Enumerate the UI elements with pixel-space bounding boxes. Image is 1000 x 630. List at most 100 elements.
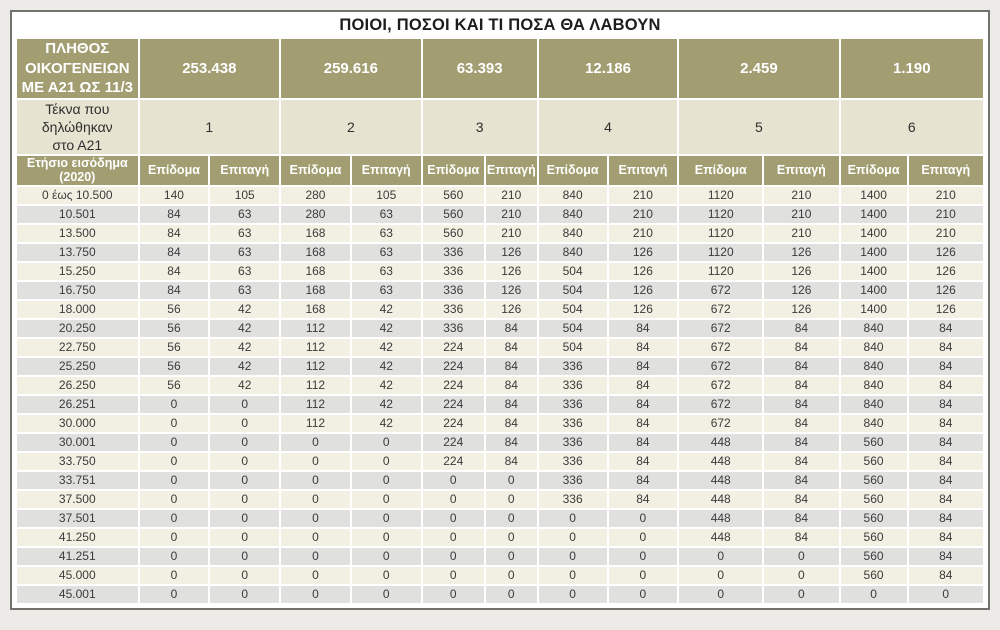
table-row: 37.500 0 0 0 0 0 0 336 84 448 84 560 84 <box>17 490 983 508</box>
value-cell: 84 <box>764 433 839 451</box>
value-cell: 0 <box>351 547 421 565</box>
table-row: 10.501 84 63 280 63 560 210 840 210 1120 210 1400 21… <box>17 205 983 223</box>
value-cell: 0 <box>538 509 607 527</box>
value-cell: 84 <box>139 205 209 223</box>
value-cell: 0 <box>210 585 280 603</box>
value-cell: 560 <box>840 509 907 527</box>
value-cell: 0 <box>351 528 421 546</box>
value-cell: 84 <box>908 319 983 337</box>
value-cell: 126 <box>608 300 678 318</box>
value-cell: 42 <box>351 357 421 375</box>
value-cell: 105 <box>210 186 280 204</box>
value-cell: 0 <box>281 490 350 508</box>
value-cell: 0 <box>281 433 350 451</box>
value-cell: 224 <box>422 433 484 451</box>
value-cell: 0 <box>351 452 421 470</box>
value-cell: 0 <box>485 509 537 527</box>
value-cell: 0 <box>351 471 421 489</box>
value-cell: 210 <box>908 186 983 204</box>
children-count-cell: 2 <box>281 99 421 155</box>
value-cell: 504 <box>538 281 607 299</box>
value-cell: 210 <box>485 186 537 204</box>
income-cell: 16.750 <box>17 281 138 299</box>
value-cell: 0 <box>908 585 983 603</box>
value-cell: 84 <box>485 357 537 375</box>
value-cell: 336 <box>422 262 484 280</box>
value-cell: 84 <box>485 452 537 470</box>
value-cell: 1400 <box>840 300 907 318</box>
value-cell: 0 <box>485 471 537 489</box>
value-cell: 42 <box>351 338 421 356</box>
value-cell: 224 <box>422 414 484 432</box>
value-cell: 0 <box>351 433 421 451</box>
value-cell: 84 <box>908 471 983 489</box>
value-cell: 84 <box>485 414 537 432</box>
income-cell: 37.501 <box>17 509 138 527</box>
value-cell: 0 <box>422 471 484 489</box>
value-cell: 84 <box>608 490 678 508</box>
value-cell: 0 <box>139 395 209 413</box>
family-count-cell: 259.616 <box>281 39 421 98</box>
value-cell: 168 <box>281 262 350 280</box>
income-cell: 45.001 <box>17 585 138 603</box>
value-cell: 0 <box>281 585 350 603</box>
value-cell: 840 <box>538 205 607 223</box>
value-cell: 84 <box>608 452 678 470</box>
value-cell: 0 <box>139 452 209 470</box>
value-cell: 84 <box>608 471 678 489</box>
value-cell: 210 <box>764 224 839 242</box>
value-cell: 224 <box>422 338 484 356</box>
income-cell: 26.251 <box>17 395 138 413</box>
value-cell: 84 <box>764 395 839 413</box>
income-cell: 13.500 <box>17 224 138 242</box>
value-cell: 560 <box>840 433 907 451</box>
children-count-cell: 4 <box>538 99 678 155</box>
value-cell: 504 <box>538 338 607 356</box>
value-cell: 84 <box>908 357 983 375</box>
table-row: 45.001 0 0 0 0 0 0 0 0 0 0 0 0 <box>17 585 983 603</box>
value-cell: 112 <box>281 338 350 356</box>
value-cell: 0 <box>679 566 763 584</box>
income-cell: 0 έως 10.500 <box>17 186 138 204</box>
value-cell: 56 <box>139 357 209 375</box>
value-cell: 840 <box>538 224 607 242</box>
subcol-header-cell: Επίδομα <box>840 156 907 185</box>
children-count-cell: 6 <box>840 99 983 155</box>
value-cell: 42 <box>210 338 280 356</box>
value-cell: 126 <box>764 262 839 280</box>
value-cell: 0 <box>139 433 209 451</box>
value-cell: 0 <box>538 566 607 584</box>
value-cell: 0 <box>608 547 678 565</box>
value-cell: 0 <box>281 547 350 565</box>
value-cell: 0 <box>210 471 280 489</box>
value-cell: 0 <box>139 585 209 603</box>
value-cell: 84 <box>908 547 983 565</box>
value-cell: 84 <box>764 376 839 394</box>
value-cell: 42 <box>210 300 280 318</box>
value-cell: 672 <box>679 319 763 337</box>
value-cell: 84 <box>764 357 839 375</box>
value-cell: 1400 <box>840 281 907 299</box>
value-cell: 0 <box>608 585 678 603</box>
value-cell: 84 <box>908 433 983 451</box>
value-cell: 84 <box>139 262 209 280</box>
value-cell: 63 <box>351 205 421 223</box>
table-row: 13.500 84 63 168 63 560 210 840 210 1120 210 1400 21… <box>17 224 983 242</box>
income-cell: 20.250 <box>17 319 138 337</box>
value-cell: 84 <box>764 509 839 527</box>
value-cell: 63 <box>351 262 421 280</box>
value-cell: 84 <box>908 452 983 470</box>
value-cell: 0 <box>764 585 839 603</box>
value-cell: 0 <box>764 547 839 565</box>
value-cell: 56 <box>139 300 209 318</box>
family-count-cell: 2.459 <box>679 39 839 98</box>
value-cell: 0 <box>351 490 421 508</box>
value-cell: 210 <box>608 224 678 242</box>
value-cell: 0 <box>210 452 280 470</box>
value-cell: 0 <box>422 528 484 546</box>
table-row: 41.251 0 0 0 0 0 0 0 0 0 0 560 84 <box>17 547 983 565</box>
subcol-header-cell: Επίδομα <box>679 156 763 185</box>
value-cell: 840 <box>840 376 907 394</box>
income-cell: 10.501 <box>17 205 138 223</box>
value-cell: 336 <box>538 490 607 508</box>
